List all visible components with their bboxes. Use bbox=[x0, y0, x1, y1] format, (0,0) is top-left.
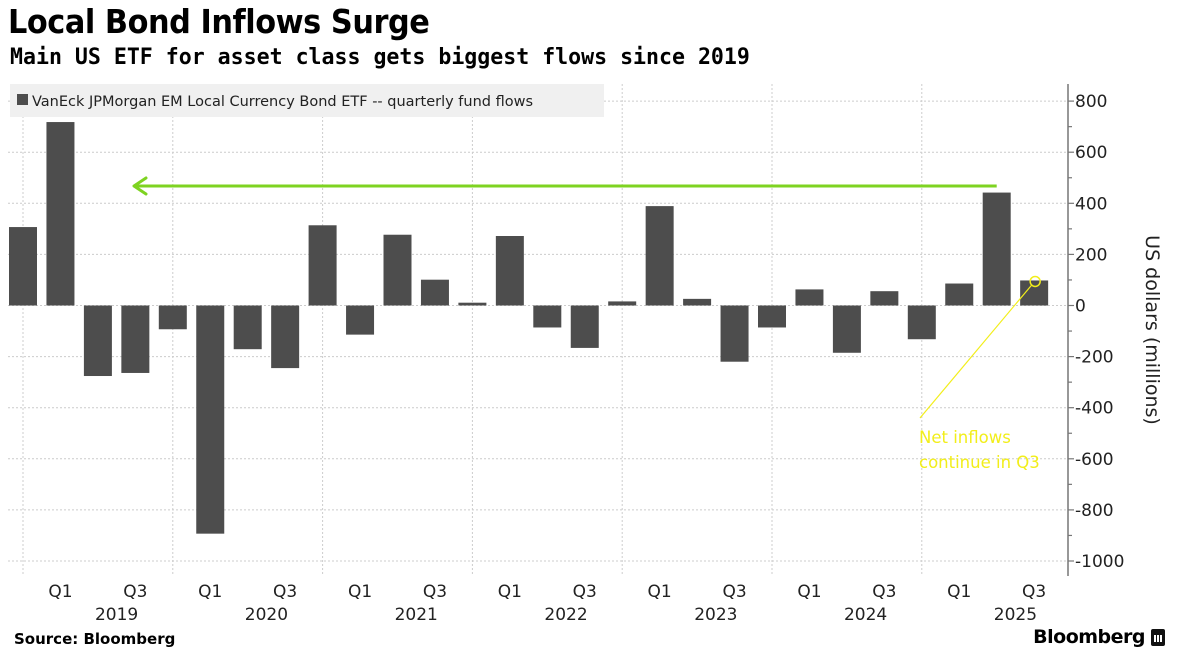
x-tick-label: Q3 bbox=[872, 582, 896, 602]
y-axis: 800 600 400 200 0 -200 -400 -600 -800 -1000 bbox=[1067, 84, 1124, 576]
bar-2023-q4 bbox=[758, 305, 786, 328]
bar-2020-q2 bbox=[233, 305, 262, 350]
x-year-label: 2020 bbox=[245, 605, 288, 625]
bar-2022-q4 bbox=[608, 301, 637, 306]
y-axis-label: US dollars (millions) bbox=[1141, 235, 1163, 425]
bar-2025-q2 bbox=[982, 192, 1011, 306]
x-year-label: 2025 bbox=[994, 605, 1037, 625]
x-tick-label: Q1 bbox=[648, 582, 672, 602]
bar-2021-q2 bbox=[383, 234, 412, 306]
bar-2023-q2 bbox=[683, 298, 712, 306]
x-tick-label: Q3 bbox=[123, 582, 147, 602]
bar-2020-q4 bbox=[308, 225, 337, 306]
brand-logo: Bloomberg bbox=[1033, 626, 1165, 648]
bar-2024-q4 bbox=[907, 305, 936, 340]
bar-2020-q1 bbox=[196, 305, 225, 534]
bloomberg-logo-icon bbox=[1151, 628, 1165, 646]
x-year-label: 2022 bbox=[544, 605, 587, 625]
bar-2019-q4 bbox=[158, 305, 187, 330]
bars bbox=[9, 122, 1049, 534]
legend: VanEck JPMorgan EM Local Currency Bond E… bbox=[10, 84, 604, 117]
source-note: Source: Bloomberg bbox=[14, 630, 176, 648]
bar-2021-q3 bbox=[420, 279, 449, 306]
y-tick-label: 0 bbox=[1075, 297, 1086, 317]
x-tick-label: Q1 bbox=[947, 582, 971, 602]
bar-2025-q1 bbox=[945, 283, 974, 306]
x-year-label: 2021 bbox=[395, 605, 438, 625]
bar-2020-q3 bbox=[271, 305, 300, 369]
legend-background bbox=[10, 84, 604, 117]
bar-2019-q3 bbox=[121, 305, 150, 373]
bar-2018-q4 bbox=[9, 227, 37, 306]
x-tick-label: Q1 bbox=[498, 582, 522, 602]
x-tick-label: Q1 bbox=[198, 582, 222, 602]
x-tick-label: Q3 bbox=[1022, 582, 1046, 602]
green-arrow-head bbox=[132, 176, 148, 196]
vertical-gridlines bbox=[22, 84, 923, 574]
bar-2023-q3 bbox=[720, 305, 749, 362]
y-tick-label: 600 bbox=[1075, 143, 1107, 163]
bar-2024-q1 bbox=[795, 289, 824, 306]
chart-title: Local Bond Inflows Surge bbox=[8, 2, 430, 41]
x-tick-label: Q1 bbox=[48, 582, 72, 602]
brand-name: Bloomberg bbox=[1033, 626, 1145, 648]
y-tick-label: -800 bbox=[1075, 501, 1114, 521]
x-year-label: 2024 bbox=[844, 605, 887, 625]
bar-2024-q2 bbox=[832, 305, 861, 353]
y-tick-label: 800 bbox=[1075, 92, 1107, 112]
x-tick-label: Q3 bbox=[722, 582, 746, 602]
x-tick-label: Q3 bbox=[423, 582, 447, 602]
callout-text: Net inflows bbox=[919, 428, 1011, 447]
x-tick-label: Q3 bbox=[273, 582, 297, 602]
annotations: Net inflows continue in Q3 bbox=[132, 176, 1041, 472]
x-tick-label: Q3 bbox=[573, 582, 597, 602]
bar-2021-q4 bbox=[458, 302, 487, 306]
x-tick-label: Q1 bbox=[797, 582, 821, 602]
bar-2021-q1 bbox=[346, 305, 375, 335]
callout-marker bbox=[1029, 275, 1041, 288]
bar-2019-q2 bbox=[83, 305, 112, 377]
y-tick-label: -400 bbox=[1075, 399, 1114, 419]
bar-2024-q3 bbox=[870, 291, 899, 306]
bar-2022-q3 bbox=[570, 305, 599, 348]
callout-text: continue in Q3 bbox=[919, 453, 1040, 472]
y-tick-label: 200 bbox=[1075, 245, 1107, 265]
bar-2019-q1 bbox=[46, 122, 75, 306]
y-tick-label: -1000 bbox=[1075, 552, 1124, 572]
y-tick-label: -600 bbox=[1075, 450, 1114, 470]
x-tick-label: Q1 bbox=[348, 582, 372, 602]
callout-leader-line bbox=[919, 284, 1033, 419]
x-axis-labels: Q1 Q3 Q1 Q3 Q1 Q3 Q1 Q3 Q1 Q3 Q1 Q3 Q1 Q3 2019 2020 2021… bbox=[48, 582, 1046, 625]
bar-2022-q2 bbox=[533, 305, 562, 328]
legend-swatch bbox=[17, 94, 28, 105]
legend-label: VanEck JPMorgan EM Local Currency Bond E… bbox=[32, 94, 533, 110]
y-tick-label: -200 bbox=[1075, 348, 1114, 368]
bar-2023-q1 bbox=[645, 206, 674, 306]
bar-2022-q1 bbox=[495, 236, 524, 306]
y-tick-label: 400 bbox=[1075, 194, 1107, 214]
x-year-label: 2019 bbox=[95, 605, 138, 625]
chart-subtitle: Main US ETF for asset class gets biggest… bbox=[10, 45, 750, 70]
x-year-label: 2023 bbox=[694, 605, 737, 625]
